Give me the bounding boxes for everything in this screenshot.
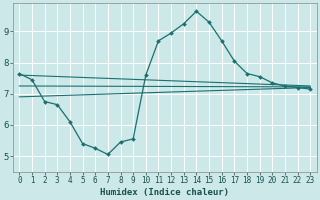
X-axis label: Humidex (Indice chaleur): Humidex (Indice chaleur) — [100, 188, 229, 197]
